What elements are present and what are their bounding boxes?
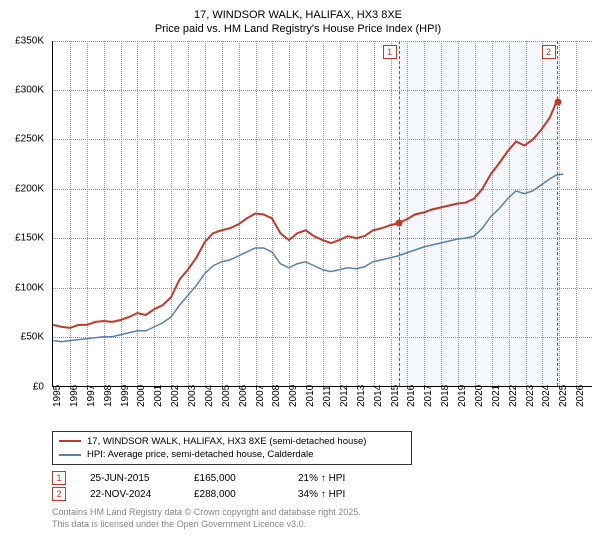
- sale-row-marker: 2: [52, 487, 66, 501]
- x-tick: 2014: [373, 384, 384, 406]
- title-line-2: Price paid vs. HM Land Registry's House …: [8, 22, 588, 36]
- x-tick: 2024: [541, 384, 552, 406]
- x-tick: 2016: [406, 384, 417, 406]
- sale-delta: 21% ↑ HPI: [298, 473, 378, 484]
- x-tick: 2023: [525, 384, 536, 406]
- x-tick: 2011: [322, 385, 333, 407]
- sale-marker-2: 2: [542, 45, 556, 59]
- x-tick: 2009: [288, 384, 299, 406]
- y-tick: £350K: [15, 35, 44, 46]
- sale-delta: 34% ↑ HPI: [298, 489, 378, 500]
- legend-label: HPI: Average price, semi-detached house,…: [87, 448, 313, 461]
- x-tick: 2021: [491, 384, 502, 406]
- legend-swatch: [59, 454, 81, 456]
- x-tick: 2018: [440, 384, 451, 406]
- sales-table: 1 25-JUN-2015 £165,000 21% ↑ HPI 2 22-NOV-202…: [52, 471, 588, 501]
- plot-inner: 12: [52, 41, 592, 387]
- sale-marker-1: 1: [383, 45, 397, 59]
- x-tick: 2020: [474, 384, 485, 406]
- legend-box: 17, WINDSOR WALK, HALIFAX, HX3 8XE (semi…: [52, 431, 412, 466]
- x-axis: 1995 1996 1997 1998 1999 2000 2001 2002 2003 2004…: [52, 387, 592, 427]
- x-tick: 1998: [103, 384, 114, 406]
- sale-price: £288,000: [194, 489, 274, 500]
- x-tick: 2019: [457, 384, 468, 406]
- x-tick: 2004: [204, 384, 215, 406]
- x-tick: 2008: [271, 384, 282, 406]
- x-tick: 2003: [187, 384, 198, 406]
- sale-date: 22-NOV-2024: [90, 489, 170, 500]
- sale-dot: [554, 98, 561, 105]
- x-tick: 2015: [390, 384, 401, 406]
- y-axis: £0£50K£100K£150K£200K£250K£300K£350K: [8, 41, 48, 387]
- y-tick: £150K: [15, 233, 44, 244]
- x-tick: 2001: [153, 384, 164, 406]
- chart-container: 17, WINDSOR WALK, HALIFAX, HX3 8XE Price…: [0, 0, 600, 560]
- y-tick: £0: [33, 381, 44, 392]
- x-tick: 1999: [120, 384, 131, 406]
- footer-line-1: Contains HM Land Registry data © Crown c…: [52, 507, 588, 519]
- x-tick: 2012: [339, 384, 350, 406]
- sale-price: £165,000: [194, 473, 274, 484]
- legend-row: HPI: Average price, semi-detached house,…: [59, 448, 405, 461]
- x-tick: 2002: [170, 384, 181, 406]
- legend-label: 17, WINDSOR WALK, HALIFAX, HX3 8XE (semi…: [87, 435, 366, 448]
- plot-area: £0£50K£100K£150K£200K£250K£300K£350K 12 …: [52, 41, 592, 387]
- y-tick: £100K: [15, 282, 44, 293]
- sale-row-marker: 1: [52, 471, 66, 485]
- x-tick: 2010: [305, 384, 316, 406]
- x-tick: 1996: [69, 384, 80, 406]
- sale-row: 1 25-JUN-2015 £165,000 21% ↑ HPI: [52, 471, 588, 485]
- footer: Contains HM Land Registry data © Crown c…: [52, 507, 588, 530]
- x-tick: 1995: [52, 384, 63, 406]
- x-tick: 2000: [136, 384, 147, 406]
- x-tick: 2005: [221, 384, 232, 406]
- x-tick: 2007: [255, 384, 266, 406]
- x-tick: 2022: [508, 384, 519, 406]
- series-price_paid: [53, 102, 556, 328]
- x-tick: 2013: [356, 384, 367, 406]
- sale-date: 25-JUN-2015: [90, 473, 170, 484]
- legend-row: 17, WINDSOR WALK, HALIFAX, HX3 8XE (semi…: [59, 435, 405, 448]
- y-tick: £300K: [15, 85, 44, 96]
- footer-line-2: This data is licensed under the Open Gov…: [52, 519, 588, 531]
- x-tick: 2025: [558, 384, 569, 406]
- x-tick: 2026: [575, 384, 586, 406]
- x-tick: 2006: [238, 384, 249, 406]
- x-tick: 1997: [86, 384, 97, 406]
- x-tick: 2017: [423, 384, 434, 406]
- chart-title: 17, WINDSOR WALK, HALIFAX, HX3 8XE Price…: [8, 8, 588, 37]
- y-tick: £200K: [15, 183, 44, 194]
- y-tick: £50K: [21, 332, 44, 343]
- line-svg: [53, 41, 592, 386]
- y-tick: £250K: [15, 134, 44, 145]
- sale-row: 2 22-NOV-2024 £288,000 34% ↑ HPI: [52, 487, 588, 501]
- sale-dot: [395, 220, 402, 227]
- legend-swatch: [59, 440, 81, 442]
- title-line-1: 17, WINDSOR WALK, HALIFAX, HX3 8XE: [8, 8, 588, 22]
